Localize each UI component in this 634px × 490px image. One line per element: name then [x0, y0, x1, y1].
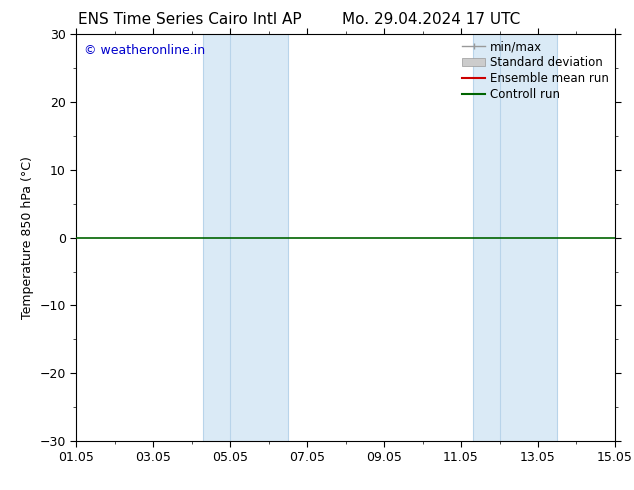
- Text: ENS Time Series Cairo Intl AP: ENS Time Series Cairo Intl AP: [79, 12, 302, 27]
- Legend: min/max, Standard deviation, Ensemble mean run, Controll run: min/max, Standard deviation, Ensemble me…: [460, 38, 611, 103]
- Text: © weatheronline.in: © weatheronline.in: [84, 45, 205, 57]
- Y-axis label: Temperature 850 hPa (°C): Temperature 850 hPa (°C): [21, 156, 34, 319]
- Bar: [203, 34, 288, 441]
- Text: Mo. 29.04.2024 17 UTC: Mo. 29.04.2024 17 UTC: [342, 12, 521, 27]
- Bar: [472, 34, 557, 441]
